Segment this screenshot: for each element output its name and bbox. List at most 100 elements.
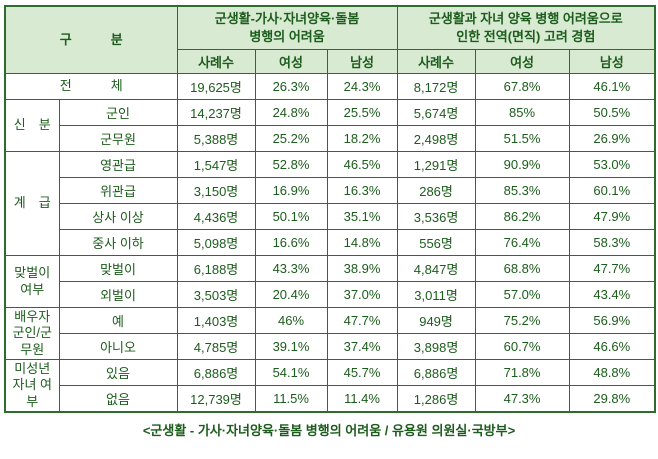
table-caption: <군생활 - 가사·자녀양육·돌봄 병행의 어려움 / 유용원 의원실·국방부> xyxy=(142,423,516,438)
table-cell: 286명 xyxy=(396,177,476,204)
table-cell: 3,503명 xyxy=(176,281,256,308)
row-rank-junior-nco: 중사 이하 5,098명 16.6% 14.8% 556명 76.4% 58.3… xyxy=(5,229,656,256)
table-cell: 54.1% xyxy=(254,359,328,386)
row-status-civilian: 군무원 5,388명 25.2% 18.2% 2,498명 51.5% 26.9… xyxy=(5,125,656,152)
row-label: 외벌이 xyxy=(58,281,178,308)
table-cell: 38.9% xyxy=(326,255,398,282)
table-cell: 67.8% xyxy=(474,73,570,100)
group-label-minor-children: 미성년 자녀 여부 xyxy=(4,359,60,413)
table-cell: 5,098명 xyxy=(176,229,256,256)
table-cell: 46.5% xyxy=(326,151,398,178)
table-cell: 47.7% xyxy=(326,307,398,334)
row-label: 영관급 xyxy=(58,151,178,178)
table-cell: 76.4% xyxy=(474,229,570,256)
table-cell: 20.4% xyxy=(254,281,328,308)
row-minor-children-yes: 미성년 자녀 여부 있음 6,886명 54.1% 45.7% 6,886명 7… xyxy=(4,359,656,413)
header-female-1: 여성 xyxy=(254,49,328,74)
table-cell: 6,188명 xyxy=(176,255,256,282)
table-cell: 37.0% xyxy=(326,281,398,308)
page: 구 분 군생활-가사·자녀양육·돌봄 병행의 어려움 군생활과 자녀 양육 병행… xyxy=(4,5,657,438)
table-cell: 26.9% xyxy=(568,125,656,152)
table-cell: 19,625명 xyxy=(176,73,256,100)
table-cell: 14,237명 xyxy=(176,99,256,126)
header-group-difficulty: 군생활-가사·자녀양육·돌봄 병행의 어려움 xyxy=(176,5,398,50)
table-cell: 52.8% xyxy=(254,151,328,178)
row-total: 전 체 19,625명 26.3% 24.3% 8,172명 67.8% 46.… xyxy=(4,73,656,100)
row-dual-income-no: 외벌이 3,503명 20.4% 37.0% 3,011명 57.0% 43.4… xyxy=(5,281,656,308)
row-spouse-military-yes: 배우자 군인/군무원 예 1,403명 46% 47.7% 949명 75.2%… xyxy=(4,307,656,360)
row-label: 있음 xyxy=(58,359,178,386)
row-minor-children-no: 없음 12,739명 11.5% 11.4% 1,286명 47.3% 29.8… xyxy=(5,385,656,413)
table-cell: 53.0% xyxy=(568,151,656,178)
group-label-rank: 계 급 xyxy=(4,151,60,256)
table-cell: 46.1% xyxy=(568,73,656,100)
table-cell: 1,291명 xyxy=(396,151,476,178)
row-label: 아니오 xyxy=(58,333,178,360)
header-male-2: 남성 xyxy=(568,49,656,74)
header-female-2: 여성 xyxy=(474,49,570,74)
table-header-row-subcolumns: 사례수 여성 남성 사례수 여성 남성 xyxy=(5,49,656,74)
table-cell: 37.4% xyxy=(326,333,398,360)
table-cell: 51.5% xyxy=(474,125,570,152)
row-label: 군무원 xyxy=(58,125,178,152)
table-cell: 60.7% xyxy=(474,333,570,360)
table-cell: 1,286명 xyxy=(396,385,476,413)
header-cases-2: 사례수 xyxy=(396,49,476,74)
table-cell: 4,847명 xyxy=(396,255,476,282)
table-cell: 47.3% xyxy=(474,385,570,413)
table-cell: 86.2% xyxy=(474,203,570,230)
header-category: 구 분 xyxy=(4,5,178,74)
survey-table: 구 분 군생활-가사·자녀양육·돌봄 병행의 어려움 군생활과 자녀 양육 병행… xyxy=(4,5,657,413)
table-cell: 75.2% xyxy=(474,307,570,334)
table-cell: 24.8% xyxy=(254,99,328,126)
table-cell: 68.8% xyxy=(474,255,570,282)
table-cell: 16.9% xyxy=(254,177,328,204)
group-label-dual-income: 맞벌이 여부 xyxy=(4,255,60,308)
table-cell: 50.1% xyxy=(254,203,328,230)
header-group-discharge: 군생활과 자녀 양육 병행 어려움으로 인한 전역(면직) 고려 경험 xyxy=(396,5,656,50)
table-cell: 39.1% xyxy=(254,333,328,360)
table-cell: 71.8% xyxy=(474,359,570,386)
table-header-row-groups: 구 분 군생활-가사·자녀양육·돌봄 병행의 어려움 군생활과 자녀 양육 병행… xyxy=(4,5,656,74)
table-cell: 11.5% xyxy=(254,385,328,413)
row-label: 예 xyxy=(58,307,178,334)
row-rank-senior-nco: 상사 이상 4,436명 50.1% 35.1% 3,536명 86.2% 47… xyxy=(5,203,656,230)
table-cell: 43.4% xyxy=(568,281,656,308)
table-cell: 6,886명 xyxy=(396,359,476,386)
table-cell: 16.3% xyxy=(326,177,398,204)
table-cell: 58.3% xyxy=(568,229,656,256)
table-cell: 43.3% xyxy=(254,255,328,282)
table-cell: 85.3% xyxy=(474,177,570,204)
table-cell: 8,172명 xyxy=(396,73,476,100)
table-cell: 6,886명 xyxy=(176,359,256,386)
table-cell: 11.4% xyxy=(326,385,398,413)
table-cell: 4,785명 xyxy=(176,333,256,360)
table-cell: 45.7% xyxy=(326,359,398,386)
table-cell: 4,436명 xyxy=(176,203,256,230)
row-rank-company-grade: 위관급 3,150명 16.9% 16.3% 286명 85.3% 60.1% xyxy=(5,177,656,204)
table-cell: 48.8% xyxy=(568,359,656,386)
table-cell: 47.9% xyxy=(568,203,656,230)
table-cell: 26.3% xyxy=(254,73,328,100)
table-cell: 1,547명 xyxy=(176,151,256,178)
row-label-total: 전 체 xyxy=(4,73,178,100)
table-cell: 14.8% xyxy=(326,229,398,256)
table-cell: 2,498명 xyxy=(396,125,476,152)
table-cell: 5,674명 xyxy=(396,99,476,126)
row-label: 상사 이상 xyxy=(58,203,178,230)
table-cell: 5,388명 xyxy=(176,125,256,152)
table-cell: 3,150명 xyxy=(176,177,256,204)
table-cell: 35.1% xyxy=(326,203,398,230)
table-cell: 24.3% xyxy=(326,73,398,100)
table-cell: 3,536명 xyxy=(396,203,476,230)
group-label-status: 신 분 xyxy=(4,99,60,152)
table-cell: 46% xyxy=(254,307,328,334)
table-cell: 16.6% xyxy=(254,229,328,256)
table-cell: 1,403명 xyxy=(176,307,256,334)
table-cell: 85% xyxy=(474,99,570,126)
group-label-spouse-military: 배우자 군인/군무원 xyxy=(4,307,60,360)
table-cell: 12,739명 xyxy=(176,385,256,413)
table-cell: 29.8% xyxy=(568,385,656,413)
table-cell: 90.9% xyxy=(474,151,570,178)
table-cell: 3,011명 xyxy=(396,281,476,308)
